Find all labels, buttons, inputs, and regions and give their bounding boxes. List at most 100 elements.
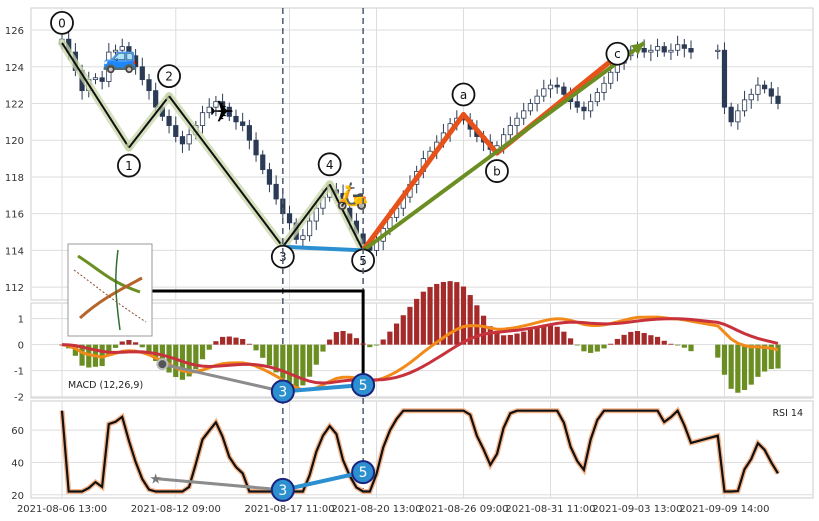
- macd-hist-bar: [427, 287, 433, 345]
- candle-body: [253, 139, 259, 156]
- macd-hist-bar: [233, 337, 239, 345]
- macd-hist-bar: [347, 333, 353, 345]
- wave-marker: [485, 159, 509, 183]
- candle-body: [581, 106, 587, 112]
- candle-body: [741, 99, 748, 112]
- wave-marker: [317, 152, 342, 177]
- wave-marker: [605, 41, 630, 66]
- xtick-label: 2021-08-20 13:00: [331, 504, 421, 515]
- candle-body: [755, 84, 761, 95]
- candle-body: [648, 49, 654, 53]
- macd-hist-bar: [480, 315, 487, 345]
- candle-body: [273, 183, 279, 200]
- candle-body: [521, 110, 527, 119]
- macd-hist-bar: [634, 331, 641, 345]
- xtick-label: 2021-09-09 14:00: [679, 504, 769, 515]
- candle-body: [541, 88, 547, 97]
- wave-line: [282, 183, 331, 248]
- macd-hist-bar: [715, 344, 721, 358]
- macd-hist-bar: [112, 344, 119, 348]
- macd-signal-line: [61, 317, 779, 385]
- macd-hist-bar: [688, 344, 694, 352]
- macd-hist-bar: [99, 344, 105, 367]
- macd-hist-bar: [675, 344, 681, 346]
- wave-marker: [270, 244, 295, 269]
- rsi-ytick: 20: [11, 491, 24, 502]
- macd-hist-bar: [654, 336, 661, 345]
- candle-body: [153, 90, 159, 108]
- thumbnail-orange-curve: [78, 276, 143, 320]
- candle-body: [173, 125, 179, 137]
- candle-body: [112, 49, 119, 53]
- macd-hist-bar: [246, 343, 252, 345]
- macd-hist-bar: [333, 332, 339, 345]
- xtick-label: 2021-08-06 13:00: [17, 504, 107, 515]
- macd-ytick: 1: [18, 315, 24, 326]
- wave-label: 4: [326, 158, 334, 172]
- macd-hist-bar: [380, 339, 386, 345]
- candle-body: [99, 77, 105, 82]
- macd-hist-bar: [527, 329, 534, 345]
- macd-hist-bar: [106, 344, 112, 356]
- rsi-ytick: 60: [11, 426, 24, 437]
- macd-hist-bar: [574, 344, 580, 346]
- candle-body: [574, 101, 580, 108]
- macd-hist-bar: [728, 344, 734, 389]
- price-ytick: 124: [5, 63, 24, 74]
- macd-hist-bar: [641, 333, 647, 345]
- macd-hist-bar: [407, 306, 413, 345]
- macd-hist-bar: [501, 335, 507, 345]
- candle-body: [688, 48, 694, 53]
- macd-hist-bar: [748, 344, 754, 385]
- candle-body: [233, 115, 239, 123]
- abc-line: [360, 112, 466, 253]
- xtick-label: 2021-09-03 13:00: [592, 504, 682, 515]
- macd-hist-bar: [173, 344, 179, 378]
- macd-hist-bar: [300, 344, 306, 386]
- candle-body: [728, 106, 734, 123]
- macd-hist-bar: [594, 344, 600, 352]
- candle-body: [106, 51, 112, 82]
- candle-body: [139, 66, 145, 81]
- macd-ytick: 0: [18, 341, 24, 352]
- rsi-divergence-line: [282, 470, 364, 492]
- candle-body: [775, 95, 781, 104]
- macd-hist-bar: [547, 324, 554, 345]
- wave-marker: [451, 82, 476, 107]
- projection-line: [361, 41, 646, 253]
- macd-hist-bar: [487, 326, 493, 345]
- macd-hist-bar: [601, 344, 607, 349]
- macd-hist-bar: [79, 344, 85, 366]
- wave-label: b: [493, 165, 501, 179]
- macd-histogram: [59, 281, 781, 393]
- macd-ytick: -2: [14, 393, 24, 404]
- macd-hist-bar: [213, 341, 219, 345]
- thumbnail-green-curve: [77, 254, 141, 294]
- price-ytick: 120: [5, 136, 24, 147]
- xtick-label: 2021-08-31 11:00: [505, 504, 595, 515]
- macd-hist-bar: [608, 343, 614, 345]
- macd-hist-bar: [648, 335, 654, 345]
- macd-hist-bar: [741, 344, 748, 390]
- macd-hist-bar: [534, 327, 540, 345]
- candle-body: [721, 49, 728, 108]
- macd-hist-bar: [393, 323, 400, 345]
- macd-hist-bar: [146, 344, 152, 354]
- candle-body: [554, 84, 560, 88]
- wave-marker: [117, 153, 141, 178]
- macd-hist-bar: [139, 344, 145, 348]
- rsi-ref-star: ★: [149, 472, 162, 488]
- rsi-line: [60, 408, 779, 493]
- macd-hist-bar: [541, 325, 547, 345]
- candle-body: [748, 93, 754, 101]
- macd-hist-bar: [253, 344, 259, 351]
- rsi-ytick: 40: [11, 458, 24, 469]
- connector-line: [152, 289, 365, 384]
- macd-hist-bar: [661, 340, 667, 345]
- macd-hist-bar: [340, 330, 346, 345]
- macd-ref-line: [162, 362, 284, 393]
- candle-body: [514, 117, 520, 126]
- macd-hist-bar: [614, 338, 621, 345]
- rsi-panel-frame: [30, 400, 814, 499]
- car-icon: 🚙: [102, 40, 139, 75]
